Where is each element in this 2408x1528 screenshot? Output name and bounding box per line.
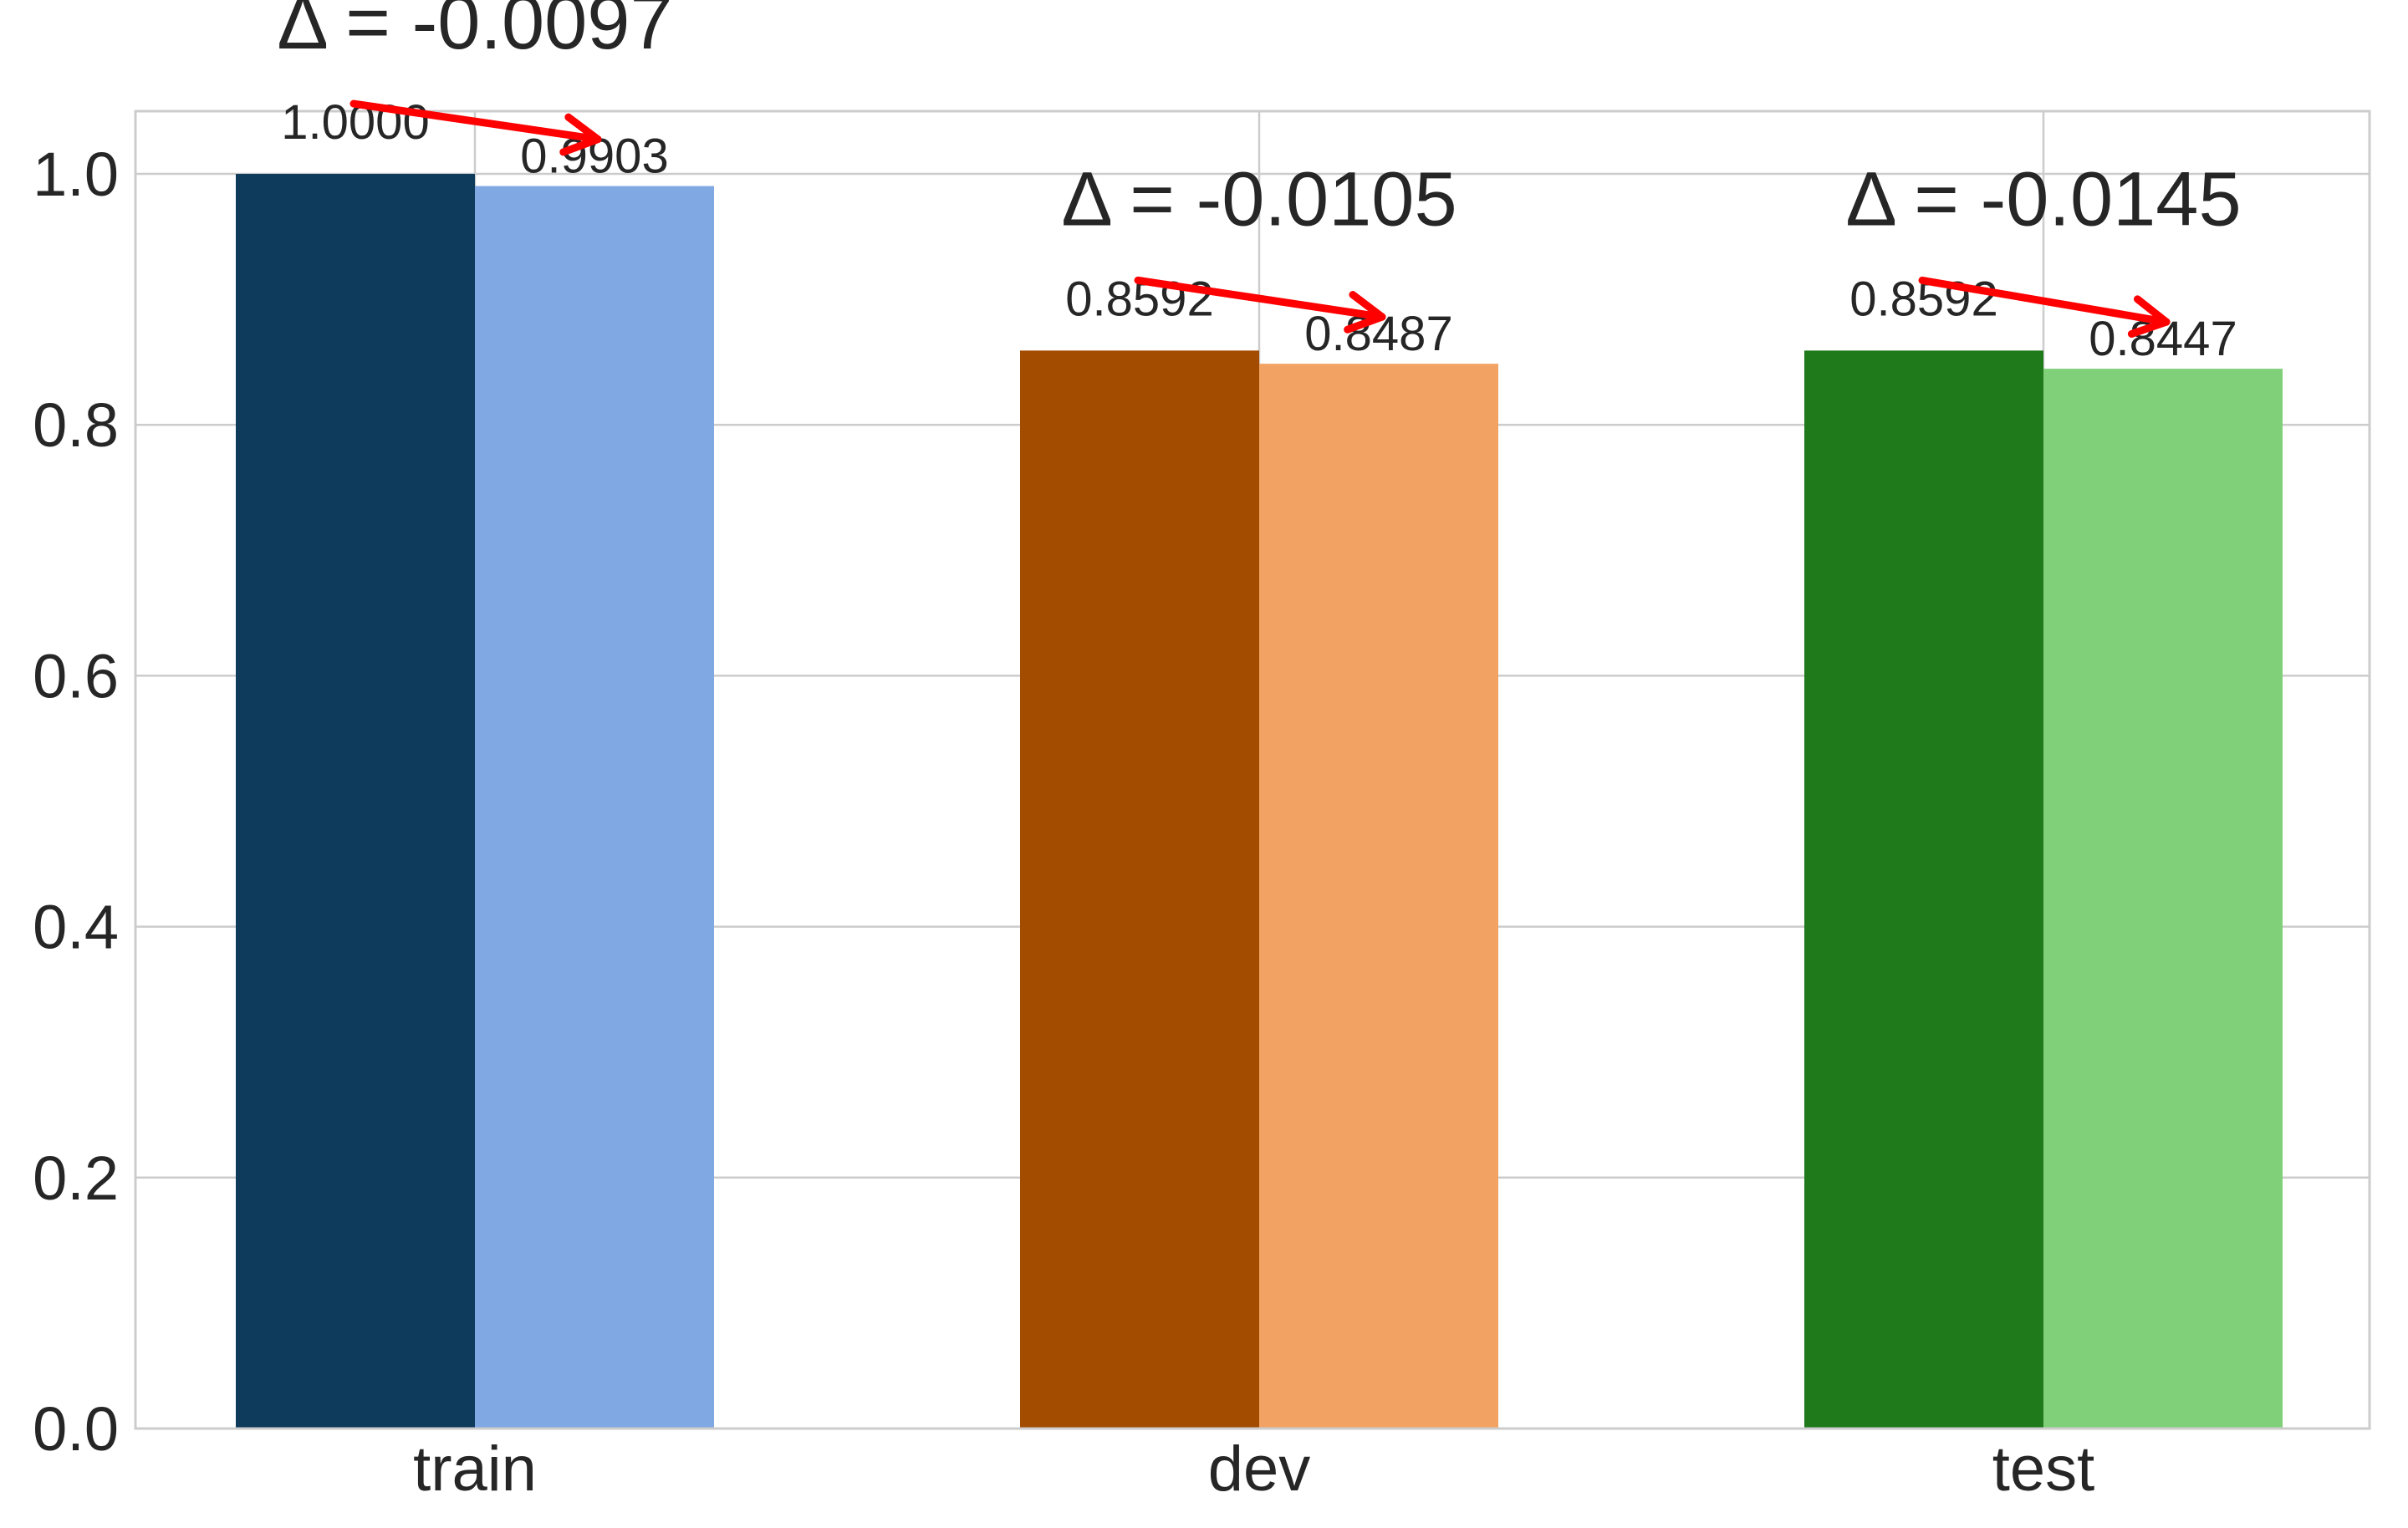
bar-train-2: [475, 186, 714, 1429]
delta-label: Δ = -0.0097: [277, 0, 672, 65]
bar-test-1: [1804, 350, 2043, 1429]
bar-test-2: [2043, 369, 2283, 1429]
delta-arrow: [1134, 276, 1386, 321]
delta-arrow: [349, 99, 602, 144]
delta-annotations: Δ = -0.0097 Δ = -0.0105 Δ = -0.0145: [277, 0, 2242, 338]
y-tick-label: 0.6: [33, 641, 119, 711]
y-tick-label: 0.2: [33, 1143, 119, 1213]
y-axis-ticks: 0.0 0.2 0.4 0.6 0.8 1.0: [33, 140, 119, 1464]
delta-arrowhead: [1344, 291, 1386, 334]
y-tick-label: 0.4: [33, 893, 119, 962]
bar-train-1: [236, 174, 475, 1429]
x-category-label: test: [1992, 1434, 2095, 1505]
x-axis-categories: train dev test: [413, 1434, 2094, 1505]
delta-arrowhead: [2127, 295, 2171, 338]
bar-dev-1: [1020, 350, 1259, 1429]
delta-label: Δ = -0.0145: [1845, 156, 2241, 242]
y-tick-label: 1.0: [33, 140, 119, 209]
x-category-label: train: [413, 1434, 537, 1505]
plot-frame: [134, 110, 2371, 1430]
y-tick-label: 0.8: [33, 390, 119, 460]
y-tick-label: 0.0: [33, 1394, 119, 1464]
delta-arrowhead: [559, 113, 602, 156]
delta-label: Δ = -0.0105: [1061, 156, 1457, 242]
bars: [236, 174, 2283, 1429]
delta-arrow: [1918, 276, 2171, 326]
bar-dev-2: [1259, 364, 1498, 1429]
x-category-label: dev: [1208, 1434, 1311, 1505]
